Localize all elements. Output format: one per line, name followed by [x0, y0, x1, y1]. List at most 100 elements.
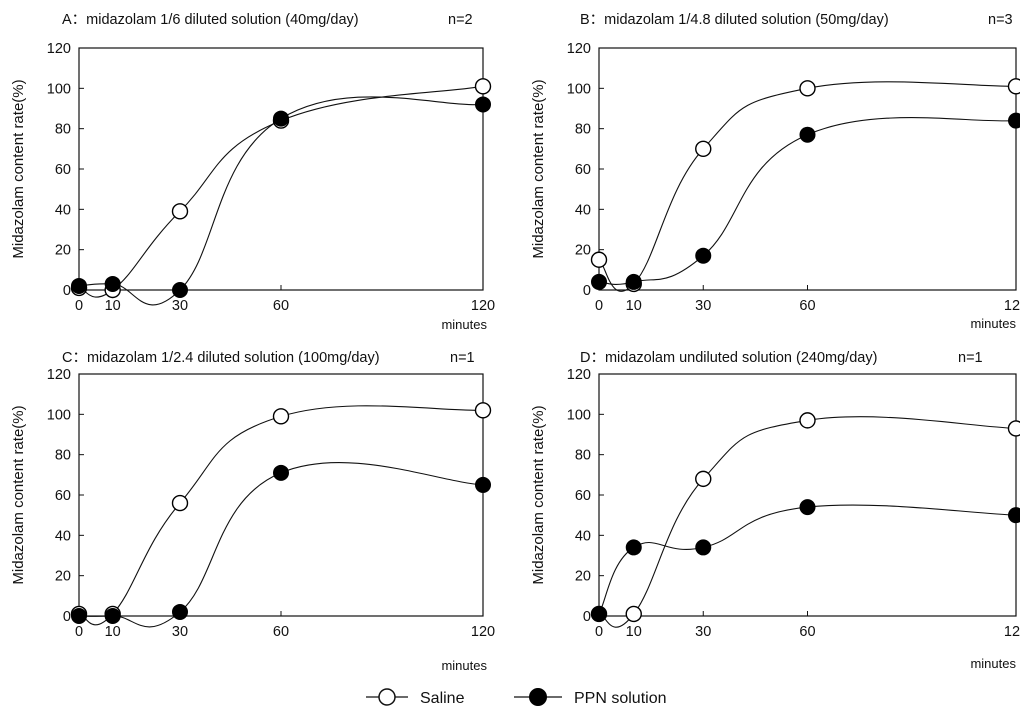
panel-title: A：midazolam 1/6 diluted solution (40mg/d…: [62, 12, 359, 28]
y-axis-label: Midazolam content rate(%): [10, 405, 27, 584]
ppn-point: [104, 608, 121, 624]
series-line-saline: [78, 405, 484, 626]
y-tick-label: 120: [567, 367, 591, 383]
ppn-point: [695, 247, 712, 264]
saline-point: [695, 470, 712, 488]
ppn-point: [625, 273, 642, 290]
x-tick-label: 60: [799, 624, 815, 640]
series-line-ppn: [598, 504, 1017, 615]
ppn-point: [591, 273, 607, 290]
y-tick-label: 60: [55, 488, 71, 504]
x-tick-label: 120: [1004, 298, 1020, 314]
y-tick-label: 80: [55, 122, 71, 138]
y-tick-label: 40: [575, 528, 591, 544]
series-line-ppn: [78, 461, 484, 628]
x-tick-label: 60: [799, 298, 815, 314]
saline-point: [799, 412, 816, 429]
y-tick-label: 100: [567, 81, 591, 97]
x-tick-label: 30: [695, 624, 711, 640]
y-tick-label: 100: [47, 407, 71, 423]
ppn-point: [475, 96, 491, 113]
ppn-point: [695, 539, 712, 556]
sample-size-label: n=1: [450, 350, 475, 366]
x-tick-label: 10: [626, 298, 642, 314]
y-tick-label: 100: [567, 407, 591, 423]
x-tick-label: 10: [105, 624, 121, 640]
y-axis-label: Midazolam content rate(%): [530, 79, 547, 258]
x-tick-label: 120: [1004, 624, 1020, 640]
x-tick-label: 0: [595, 624, 603, 640]
x-tick-label: 120: [471, 624, 495, 640]
y-tick-label: 60: [575, 162, 591, 178]
ppn-point: [172, 603, 188, 620]
ppn-point: [799, 499, 816, 516]
saline-point: [625, 605, 642, 623]
x-tick-label: 0: [75, 624, 83, 640]
ppn-point: [71, 277, 87, 294]
y-tick-label: 20: [575, 243, 591, 259]
plot-frame: [78, 47, 484, 291]
panel-title: D：midazolam undiluted solution (240mg/da…: [580, 350, 877, 366]
saline-point: [590, 251, 608, 268]
ppn-point: [591, 605, 607, 622]
x-tick-label: 30: [172, 298, 188, 314]
y-tick-label: 120: [47, 41, 71, 57]
ppn-point: [273, 464, 289, 481]
x-tick-label: 60: [273, 624, 289, 640]
ppn-point: [1008, 112, 1020, 129]
y-tick-label: 0: [63, 283, 71, 299]
chart-panel-a: A：midazolam 1/6 diluted solution (40mg/d…: [10, 12, 495, 332]
x-tick-label: 10: [626, 624, 642, 640]
saline-point: [799, 80, 816, 97]
legend-label-saline: Saline: [420, 690, 465, 706]
y-tick-label: 120: [567, 41, 591, 57]
y-axis-label: Midazolam content rate(%): [10, 79, 27, 258]
legend: Saline PPN solution: [366, 688, 667, 706]
x-axis-unit: minutes: [441, 658, 487, 673]
legend-marker-saline: [378, 688, 396, 706]
y-tick-label: 120: [47, 367, 71, 383]
ppn-point: [71, 608, 87, 624]
y-tick-label: 0: [583, 283, 591, 299]
y-tick-label: 40: [55, 528, 71, 544]
saline-point: [272, 408, 290, 425]
saline-point: [171, 203, 189, 220]
sample-size-label: n=2: [448, 12, 473, 28]
chart-panel-b: B：midazolam 1/4.8 diluted solution (50mg…: [530, 12, 1020, 331]
y-tick-label: 60: [575, 488, 591, 504]
ppn-point: [104, 275, 121, 292]
ppn-point: [172, 282, 188, 298]
y-axis-label: Midazolam content rate(%): [530, 405, 547, 584]
saline-point: [695, 140, 712, 158]
y-tick-label: 100: [47, 81, 71, 97]
ppn-point: [625, 539, 642, 556]
y-tick-label: 20: [55, 569, 71, 585]
saline-point: [1007, 420, 1020, 437]
saline-point: [1007, 78, 1020, 95]
x-tick-label: 10: [105, 298, 121, 314]
y-tick-label: 60: [55, 162, 71, 178]
ppn-point: [1008, 507, 1020, 524]
saline-point: [474, 402, 492, 419]
saline-point: [474, 78, 492, 95]
chart-panel-c: C：midazolam 1/2.4 diluted solution (100m…: [10, 350, 495, 673]
x-tick-label: 60: [273, 298, 289, 314]
sample-size-label: n=1: [958, 350, 983, 366]
x-axis-unit: minutes: [441, 317, 487, 332]
x-axis-unit: minutes: [970, 316, 1016, 331]
y-tick-label: 80: [55, 448, 71, 464]
ppn-point: [799, 126, 816, 143]
chart-panel-d: D：midazolam undiluted solution (240mg/da…: [530, 350, 1020, 671]
panel-title: C：midazolam 1/2.4 diluted solution (100m…: [62, 350, 380, 366]
legend-marker-ppn: [529, 688, 547, 706]
x-tick-label: 0: [75, 298, 83, 314]
legend-label-ppn: PPN solution: [574, 690, 667, 706]
y-tick-label: 20: [55, 243, 71, 259]
y-tick-label: 0: [63, 609, 71, 625]
x-axis-unit: minutes: [970, 656, 1016, 671]
plot-frame: [598, 373, 1017, 617]
y-tick-label: 80: [575, 122, 591, 138]
y-tick-label: 80: [575, 448, 591, 464]
x-tick-label: 30: [695, 298, 711, 314]
